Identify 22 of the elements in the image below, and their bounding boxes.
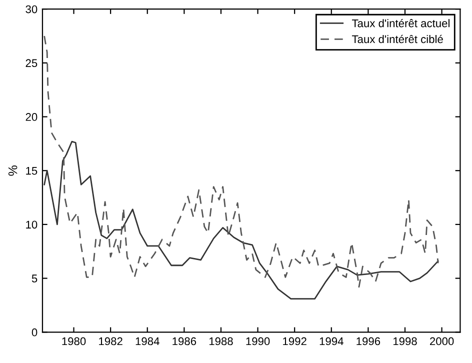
x-tick-label: 1982 [99, 337, 122, 346]
x-tick-label: 2000 [430, 337, 454, 346]
x-tick-label: 1998 [393, 337, 417, 346]
legend-label: Taux d'intérêt actuel [352, 18, 450, 28]
x-tick-label: 1984 [136, 337, 160, 346]
y-tick-label: 15 [26, 166, 38, 175]
y-axis-title: % [8, 166, 18, 176]
x-tick-label: 1996 [356, 337, 380, 346]
x-tick-label: 1992 [283, 337, 306, 346]
y-tick-label: 0 [32, 328, 38, 336]
x-tick-label: 1990 [246, 337, 270, 346]
y-tick-label: 20 [26, 113, 38, 121]
x-tick-label: 1994 [320, 337, 344, 346]
x-tick-label: 1986 [172, 337, 196, 346]
y-tick-label: 25 [26, 59, 38, 68]
y-tick-label: 5 [32, 274, 38, 282]
x-tick-label: 1988 [209, 337, 233, 346]
y-tick-label: 30 [26, 5, 38, 14]
y-tick-label: 10 [26, 220, 38, 229]
legend-label: Taux d'intérêt ciblé [352, 34, 443, 44]
x-tick-label: 1980 [62, 337, 86, 346]
line-series [44, 140, 439, 300]
